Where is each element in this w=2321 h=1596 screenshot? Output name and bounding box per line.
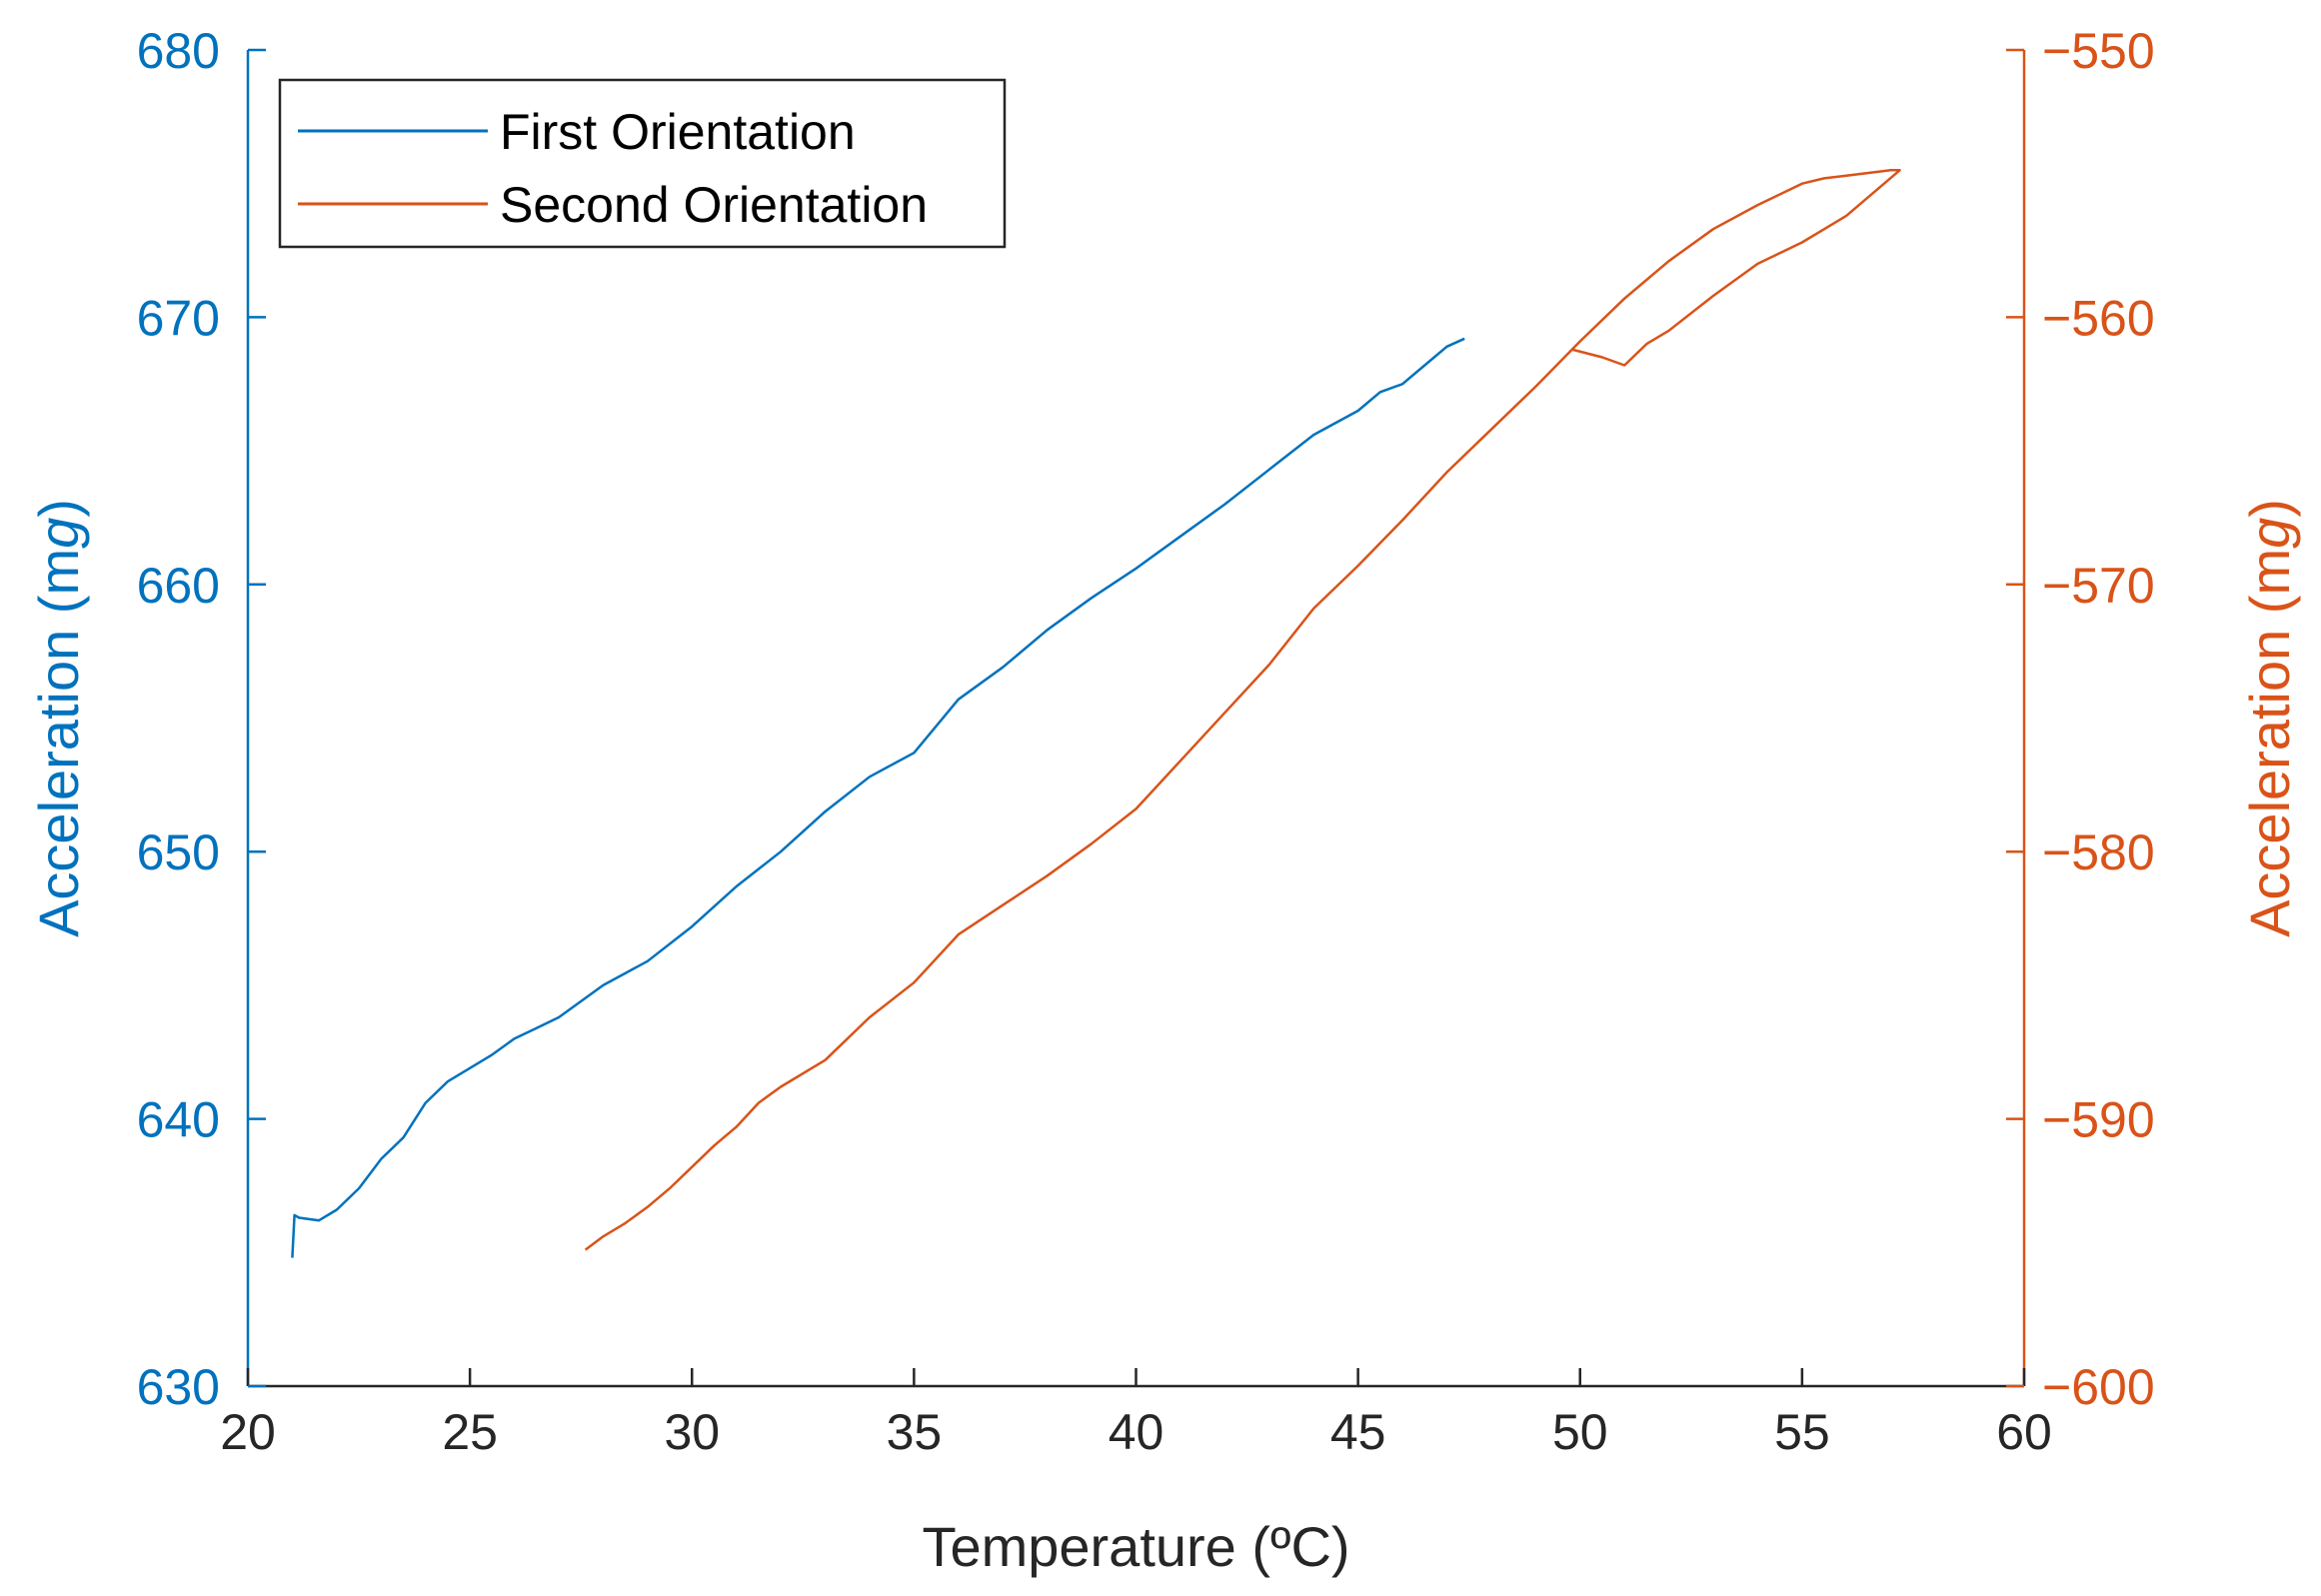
legend: First Orientation Second Orientation [278, 78, 1007, 249]
left-y-tick-label: 640 [137, 1092, 220, 1148]
x-tick-label: 25 [442, 1404, 498, 1460]
x-tick-label: 45 [1330, 1404, 1386, 1460]
left-y-tick-label: 670 [137, 290, 220, 346]
x-tick-label: 50 [1552, 1404, 1608, 1460]
right-y-tick-label: −580 [2042, 824, 2155, 880]
series-line-second-orientation [584, 169, 1901, 1251]
right-y-axis-title: Acceleration (mg) [2238, 499, 2301, 937]
x-tick-label: 60 [1996, 1404, 2052, 1460]
right-y-tick-label: −560 [2042, 290, 2155, 346]
right-y-tick-label: −550 [2042, 23, 2155, 79]
legend-box [278, 78, 1007, 249]
legend-label-first-orientation: First Orientation [500, 104, 856, 160]
x-tick-label: 55 [1774, 1404, 1830, 1460]
x-tick-label: 20 [220, 1404, 276, 1460]
right-y-tick-label: −570 [2042, 558, 2155, 614]
right-y-tick-label: −600 [2042, 1359, 2155, 1415]
left-y-axis-title: Acceleration (mg) [27, 499, 90, 937]
left-y-tick-label: 650 [137, 824, 220, 880]
x-tick-label: 30 [664, 1404, 720, 1460]
right-y-tick-label: −590 [2042, 1092, 2155, 1148]
legend-label-second-orientation: Second Orientation [500, 177, 928, 233]
x-axis-title: Temperature (ºC) [922, 1515, 1349, 1578]
left-y-tick-label: 630 [137, 1359, 220, 1415]
x-tick-label: 40 [1109, 1404, 1164, 1460]
x-tick-label: 35 [887, 1404, 943, 1460]
series-line-first-orientation [291, 337, 1465, 1258]
left-y-tick-label: 680 [137, 23, 220, 79]
left-y-tick-label: 660 [137, 558, 220, 614]
